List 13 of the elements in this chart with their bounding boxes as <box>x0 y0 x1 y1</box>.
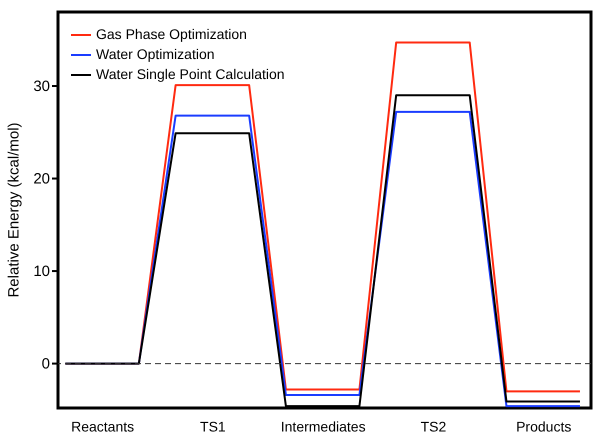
legend-label: Water Single Point Calculation <box>96 66 285 82</box>
x-tick-label: TS2 <box>420 418 446 434</box>
x-tick-label: Products <box>516 418 572 434</box>
x-tick-label: Intermediates <box>280 418 366 434</box>
x-tick-label: TS1 <box>200 418 226 434</box>
y-tick-label: 20 <box>33 170 50 188</box>
y-axis-title: Relative Energy (kcal/mol) <box>5 122 22 298</box>
legend-label: Water Optimization <box>96 46 215 62</box>
y-tick-label: 10 <box>33 263 50 280</box>
x-tick-label: Reactants <box>71 418 134 434</box>
y-tick-label: 0 <box>42 356 50 373</box>
y-tick-label: 30 <box>33 78 50 96</box>
legend-label: Gas Phase Optimization <box>96 26 247 42</box>
